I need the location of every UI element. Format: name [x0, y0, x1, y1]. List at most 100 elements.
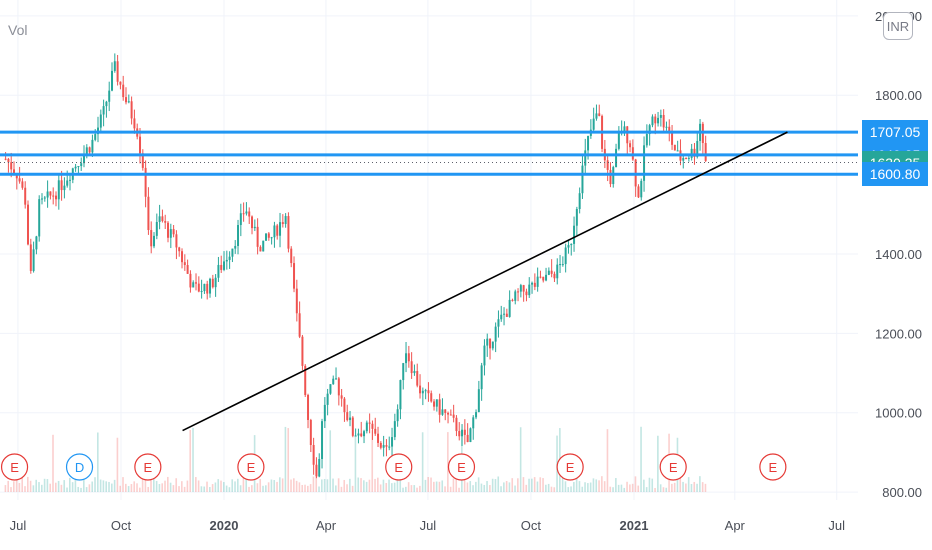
volume-indicator-label[interactable]: Vol [8, 22, 28, 38]
candle-body [357, 433, 360, 436]
candle-body [472, 417, 475, 429]
volume-bar [517, 478, 519, 492]
candle-body [351, 417, 354, 436]
candle-body [214, 277, 217, 288]
volume-bar [270, 479, 273, 492]
candle-body [528, 284, 531, 296]
candle-body [581, 165, 584, 194]
volume-bar [83, 476, 85, 492]
volume-bar [343, 479, 346, 492]
volume-bar [245, 478, 248, 492]
volume-bar [360, 478, 362, 492]
volume-bar [483, 484, 486, 492]
volume-bar [511, 478, 514, 492]
candle-body [49, 191, 52, 196]
volume-bar [522, 477, 525, 492]
volume-bar [575, 476, 578, 492]
volume-bar [183, 486, 186, 492]
volume-bar [665, 487, 668, 492]
volume-bar [385, 482, 388, 492]
volume-bar [480, 483, 483, 492]
volume-bar [304, 484, 306, 492]
volume-bar [377, 477, 379, 492]
volume-bar [469, 481, 472, 492]
candle-body [251, 216, 254, 229]
volume-bar [626, 481, 628, 492]
volume-bar [601, 476, 603, 492]
volume-bar [357, 477, 360, 492]
candle-body [105, 101, 108, 107]
volume-bar [231, 479, 234, 492]
volume-bar [598, 480, 600, 492]
volume-bar [10, 487, 12, 492]
volume-bar [477, 477, 480, 492]
candle-body [651, 116, 654, 126]
volume-bar [167, 476, 169, 492]
volume-bar [27, 476, 29, 492]
candle-body [486, 338, 489, 346]
volume-bar [587, 483, 589, 492]
volume-bar [447, 432, 449, 492]
candle-body [354, 435, 357, 437]
candle-body [693, 148, 696, 157]
volume-bar [102, 480, 105, 492]
candle-body [326, 393, 329, 405]
candle-body [449, 414, 452, 416]
candle-body [402, 363, 405, 381]
candle-body [270, 237, 273, 239]
candle-body [130, 101, 133, 119]
y-tick-label: 1200.00 [875, 326, 922, 341]
candle-body [259, 246, 262, 252]
event-marker-label: E [769, 460, 778, 475]
volume-bar [486, 481, 488, 492]
volume-bar [273, 480, 276, 492]
volume-bar [365, 481, 368, 492]
candle-body [181, 251, 184, 263]
candle-body [116, 61, 119, 82]
volume-bar [399, 476, 402, 492]
volume-bar [592, 478, 595, 492]
volume-bar [578, 481, 581, 492]
volume-bar [505, 481, 508, 492]
candle-body [102, 106, 105, 115]
candle-body [704, 143, 707, 161]
candle-body [682, 158, 685, 161]
volume-bar [682, 481, 684, 492]
volume-bar [491, 478, 494, 492]
volume-bar [466, 482, 469, 492]
candle-body [687, 157, 690, 159]
candle-body [4, 158, 7, 160]
volume-bar [393, 482, 396, 492]
candle-body [69, 179, 72, 181]
volume-bar [66, 487, 68, 492]
candle-body [340, 395, 343, 399]
candle-body [203, 283, 206, 292]
candle-body [147, 196, 150, 231]
candle-body [461, 429, 464, 437]
volume-bar [29, 480, 32, 492]
candle-body [360, 433, 363, 437]
volume-bar [547, 483, 550, 492]
volume-bar [217, 479, 220, 492]
volume-bar [139, 487, 141, 492]
candle-body [55, 195, 58, 200]
candle-body [337, 378, 340, 396]
candle-body [234, 245, 237, 249]
candle-body [32, 249, 35, 271]
earnings-event-marker [385, 453, 413, 481]
currency-badge[interactable]: INR [883, 12, 913, 40]
volume-bar [651, 478, 654, 492]
volume-bar [21, 476, 24, 492]
volume-bar [141, 479, 144, 492]
x-tick-label: Oct [111, 518, 132, 533]
volume-bar [71, 482, 74, 492]
volume-bar [500, 486, 502, 492]
volume-bar [130, 484, 133, 492]
candle-body [85, 147, 88, 155]
candle-body [217, 264, 220, 278]
candle-body [519, 285, 522, 292]
candle-body [323, 404, 326, 422]
volume-bar [391, 483, 393, 492]
candle-body [444, 409, 447, 413]
